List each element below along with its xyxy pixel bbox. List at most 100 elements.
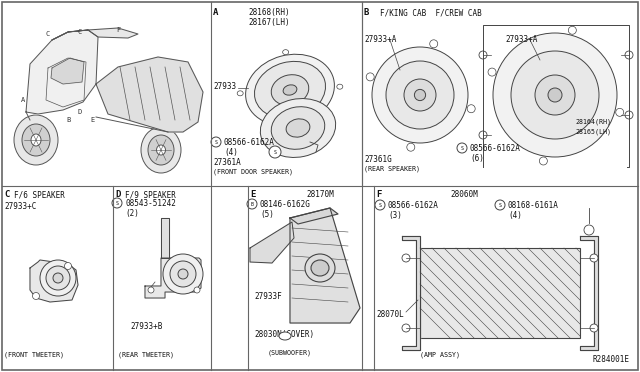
Text: (5): (5)	[260, 210, 274, 219]
Text: B: B	[251, 202, 253, 206]
Circle shape	[170, 261, 196, 287]
Text: 08543-51242: 08543-51242	[125, 199, 176, 208]
Ellipse shape	[22, 124, 50, 156]
Text: 27933: 27933	[213, 82, 236, 91]
Ellipse shape	[271, 75, 308, 105]
Text: 28060M: 28060M	[450, 190, 477, 199]
Circle shape	[625, 51, 633, 59]
Circle shape	[407, 143, 415, 151]
Text: S: S	[116, 201, 118, 205]
Ellipse shape	[279, 332, 291, 340]
Circle shape	[540, 157, 547, 165]
Circle shape	[625, 111, 633, 119]
Polygon shape	[30, 260, 78, 302]
Text: 08566-6162A: 08566-6162A	[224, 138, 275, 147]
Circle shape	[568, 26, 577, 34]
Circle shape	[148, 287, 154, 293]
Ellipse shape	[237, 91, 243, 96]
Circle shape	[112, 198, 122, 208]
Text: (FRONT TWEETER): (FRONT TWEETER)	[4, 352, 64, 359]
Text: (FRONT DOOR SPEAKER): (FRONT DOOR SPEAKER)	[213, 168, 293, 174]
Ellipse shape	[246, 54, 335, 126]
Circle shape	[429, 40, 438, 48]
Ellipse shape	[283, 85, 297, 95]
Text: 27933+B: 27933+B	[130, 322, 163, 331]
Circle shape	[386, 61, 454, 129]
Text: E: E	[250, 190, 255, 199]
Text: S: S	[214, 140, 218, 144]
Polygon shape	[402, 236, 420, 350]
Text: (3): (3)	[388, 211, 402, 220]
Circle shape	[65, 263, 72, 269]
Polygon shape	[26, 30, 98, 114]
Text: 28168(RH): 28168(RH)	[248, 8, 290, 17]
Text: 08566-6162A: 08566-6162A	[388, 201, 439, 210]
Text: S: S	[499, 202, 501, 208]
Text: S: S	[379, 202, 381, 208]
Circle shape	[372, 47, 468, 143]
Text: 27361A: 27361A	[213, 158, 241, 167]
Text: 28170M: 28170M	[306, 190, 333, 199]
Text: 27933+A: 27933+A	[364, 35, 396, 44]
Text: 28164(RH): 28164(RH)	[575, 118, 611, 125]
Polygon shape	[51, 58, 84, 84]
Ellipse shape	[286, 119, 310, 137]
Polygon shape	[250, 222, 294, 263]
Text: R284001E: R284001E	[593, 355, 630, 364]
Text: S: S	[273, 150, 276, 154]
Circle shape	[479, 51, 487, 59]
Circle shape	[402, 254, 410, 262]
Text: 08168-6161A: 08168-6161A	[508, 201, 559, 210]
Circle shape	[584, 225, 594, 235]
Ellipse shape	[157, 145, 166, 155]
Polygon shape	[290, 208, 338, 224]
Circle shape	[414, 89, 426, 100]
Polygon shape	[290, 208, 360, 323]
Polygon shape	[52, 28, 138, 40]
Text: 28030N(COVER): 28030N(COVER)	[254, 330, 314, 339]
Text: C: C	[4, 190, 10, 199]
Circle shape	[590, 254, 598, 262]
Circle shape	[194, 287, 200, 293]
Circle shape	[467, 105, 475, 113]
Text: 28165(LH): 28165(LH)	[575, 128, 611, 135]
Circle shape	[366, 73, 374, 81]
Circle shape	[457, 143, 467, 153]
Text: (AMP ASSY): (AMP ASSY)	[420, 352, 460, 359]
Circle shape	[178, 269, 188, 279]
Text: D: D	[78, 109, 82, 115]
Text: 28167(LH): 28167(LH)	[248, 18, 290, 27]
Text: F/6 SPEAKER: F/6 SPEAKER	[14, 190, 65, 199]
Circle shape	[46, 266, 70, 290]
Text: F/KING CAB  F/CREW CAB: F/KING CAB F/CREW CAB	[380, 8, 482, 17]
Ellipse shape	[271, 107, 324, 149]
Circle shape	[548, 88, 562, 102]
Circle shape	[511, 51, 599, 139]
Circle shape	[402, 324, 410, 332]
Text: B: B	[364, 8, 369, 17]
Circle shape	[488, 68, 496, 76]
Ellipse shape	[311, 260, 329, 276]
Text: S: S	[461, 145, 463, 151]
Text: A: A	[21, 97, 25, 103]
Text: 27361G: 27361G	[364, 155, 392, 164]
Ellipse shape	[260, 99, 335, 157]
Polygon shape	[161, 218, 169, 258]
Text: (4): (4)	[508, 211, 522, 220]
Circle shape	[163, 254, 203, 294]
Ellipse shape	[141, 127, 181, 173]
Text: (SUBWOOFER): (SUBWOOFER)	[268, 350, 312, 356]
Ellipse shape	[291, 125, 298, 130]
Circle shape	[53, 273, 63, 283]
Text: E: E	[90, 117, 94, 123]
Circle shape	[493, 33, 617, 157]
Text: (2): (2)	[125, 209, 139, 218]
Circle shape	[40, 260, 76, 296]
Circle shape	[33, 292, 40, 299]
Circle shape	[375, 200, 385, 210]
Circle shape	[495, 200, 505, 210]
Text: F: F	[376, 190, 381, 199]
Text: (REAR SPEAKER): (REAR SPEAKER)	[364, 165, 420, 171]
Circle shape	[590, 324, 598, 332]
Text: C: C	[78, 29, 82, 35]
